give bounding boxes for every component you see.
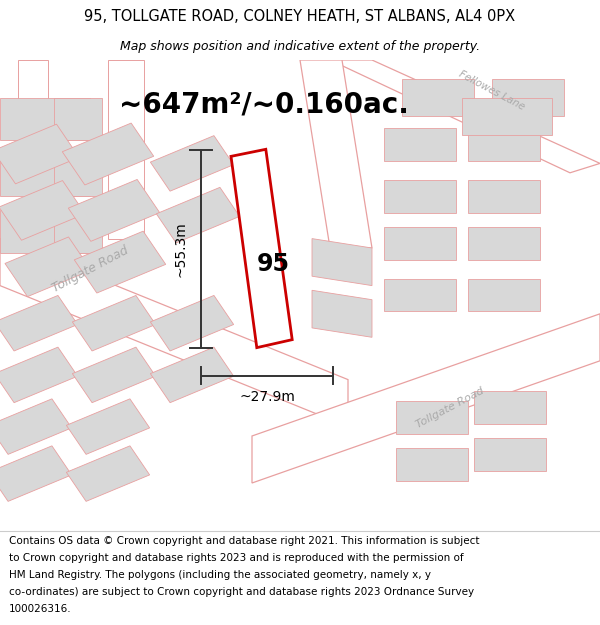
Polygon shape [462, 98, 552, 135]
Polygon shape [5, 237, 91, 297]
Text: 95, TOLLGATE ROAD, COLNEY HEATH, ST ALBANS, AL4 0PX: 95, TOLLGATE ROAD, COLNEY HEATH, ST ALBA… [85, 9, 515, 24]
Polygon shape [151, 136, 233, 191]
Polygon shape [312, 239, 372, 286]
Polygon shape [402, 79, 474, 116]
Polygon shape [468, 279, 540, 311]
Polygon shape [73, 347, 155, 403]
Polygon shape [18, 60, 48, 192]
Text: Tollgate Road: Tollgate Road [50, 244, 130, 295]
Polygon shape [108, 60, 144, 239]
Polygon shape [330, 60, 600, 172]
Polygon shape [384, 227, 456, 260]
Polygon shape [231, 149, 292, 348]
Polygon shape [0, 98, 90, 140]
Polygon shape [0, 181, 85, 240]
Polygon shape [151, 347, 233, 403]
Polygon shape [54, 98, 102, 140]
Polygon shape [396, 401, 468, 434]
Polygon shape [0, 347, 77, 403]
Polygon shape [0, 211, 90, 252]
Polygon shape [73, 296, 155, 351]
Polygon shape [474, 438, 546, 471]
Text: ~27.9m: ~27.9m [239, 390, 295, 404]
Polygon shape [62, 123, 154, 185]
Polygon shape [67, 446, 149, 501]
Polygon shape [157, 188, 239, 243]
Text: ~55.3m: ~55.3m [173, 221, 187, 277]
Text: 95: 95 [257, 253, 290, 276]
Polygon shape [0, 446, 71, 501]
Polygon shape [474, 391, 546, 424]
Polygon shape [151, 296, 233, 351]
Text: ~647m²/~0.160ac.: ~647m²/~0.160ac. [119, 91, 409, 119]
Text: Fellowes Lane: Fellowes Lane [457, 69, 527, 112]
Text: 100026316.: 100026316. [9, 604, 71, 614]
Text: co-ordinates) are subject to Crown copyright and database rights 2023 Ordnance S: co-ordinates) are subject to Crown copyr… [9, 587, 474, 597]
Polygon shape [384, 128, 456, 161]
Polygon shape [0, 239, 348, 427]
Polygon shape [384, 180, 456, 213]
Polygon shape [0, 399, 71, 454]
Polygon shape [492, 79, 564, 116]
Polygon shape [300, 60, 372, 248]
Polygon shape [468, 227, 540, 260]
Polygon shape [396, 448, 468, 481]
Text: Tollgate Road: Tollgate Road [414, 386, 486, 430]
Text: Map shows position and indicative extent of the property.: Map shows position and indicative extent… [120, 40, 480, 53]
Polygon shape [312, 290, 372, 338]
Text: Contains OS data © Crown copyright and database right 2021. This information is : Contains OS data © Crown copyright and d… [9, 536, 479, 546]
Polygon shape [68, 179, 160, 241]
Polygon shape [54, 211, 102, 252]
Polygon shape [468, 180, 540, 213]
Text: HM Land Registry. The polygons (including the associated geometry, namely x, y: HM Land Registry. The polygons (includin… [9, 570, 431, 580]
Polygon shape [74, 231, 166, 293]
Polygon shape [54, 154, 102, 196]
Polygon shape [468, 128, 540, 161]
Polygon shape [0, 296, 77, 351]
Polygon shape [384, 279, 456, 311]
Polygon shape [0, 154, 90, 196]
Polygon shape [0, 124, 79, 184]
Polygon shape [67, 399, 149, 454]
Polygon shape [252, 314, 600, 483]
Text: to Crown copyright and database rights 2023 and is reproduced with the permissio: to Crown copyright and database rights 2… [9, 552, 464, 562]
